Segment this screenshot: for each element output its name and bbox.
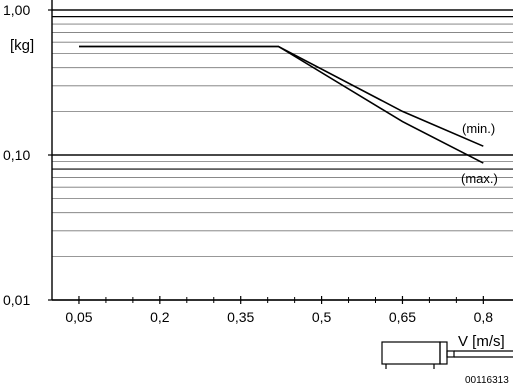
series-label-max: (max.) [461, 171, 498, 186]
y-tick-label: 0,01 [3, 292, 30, 308]
x-tick-label: 0,8 [474, 309, 494, 325]
series-layer [79, 45, 484, 164]
grid-lines [52, 9, 513, 301]
axes [48, 0, 513, 304]
x-tick-label: 0,65 [389, 309, 416, 325]
y-tick-label: 1,00 [3, 2, 30, 18]
y-axis-label: [kg] [10, 37, 34, 54]
x-tick-label: 0,2 [150, 309, 170, 325]
reference-lines [52, 16, 513, 170]
x-axis-label: V [m/s] [458, 333, 505, 350]
cylinder-icon [381, 341, 513, 369]
figure-code: 00116313 [465, 375, 509, 386]
x-tick-label: 0,35 [227, 309, 254, 325]
y-tick-labels: 1,00 0,10 0,01 [3, 2, 30, 308]
x-tick-labels: 0,05 0,2 0,35 0,5 0,65 0,8 [65, 309, 493, 325]
x-tick-label: 0,05 [65, 309, 92, 325]
series-line-max [79, 45, 484, 164]
y-tick-label: 0,10 [3, 147, 30, 163]
series-label-min: (min.) [462, 121, 495, 136]
x-tick-label: 0,5 [312, 309, 332, 325]
